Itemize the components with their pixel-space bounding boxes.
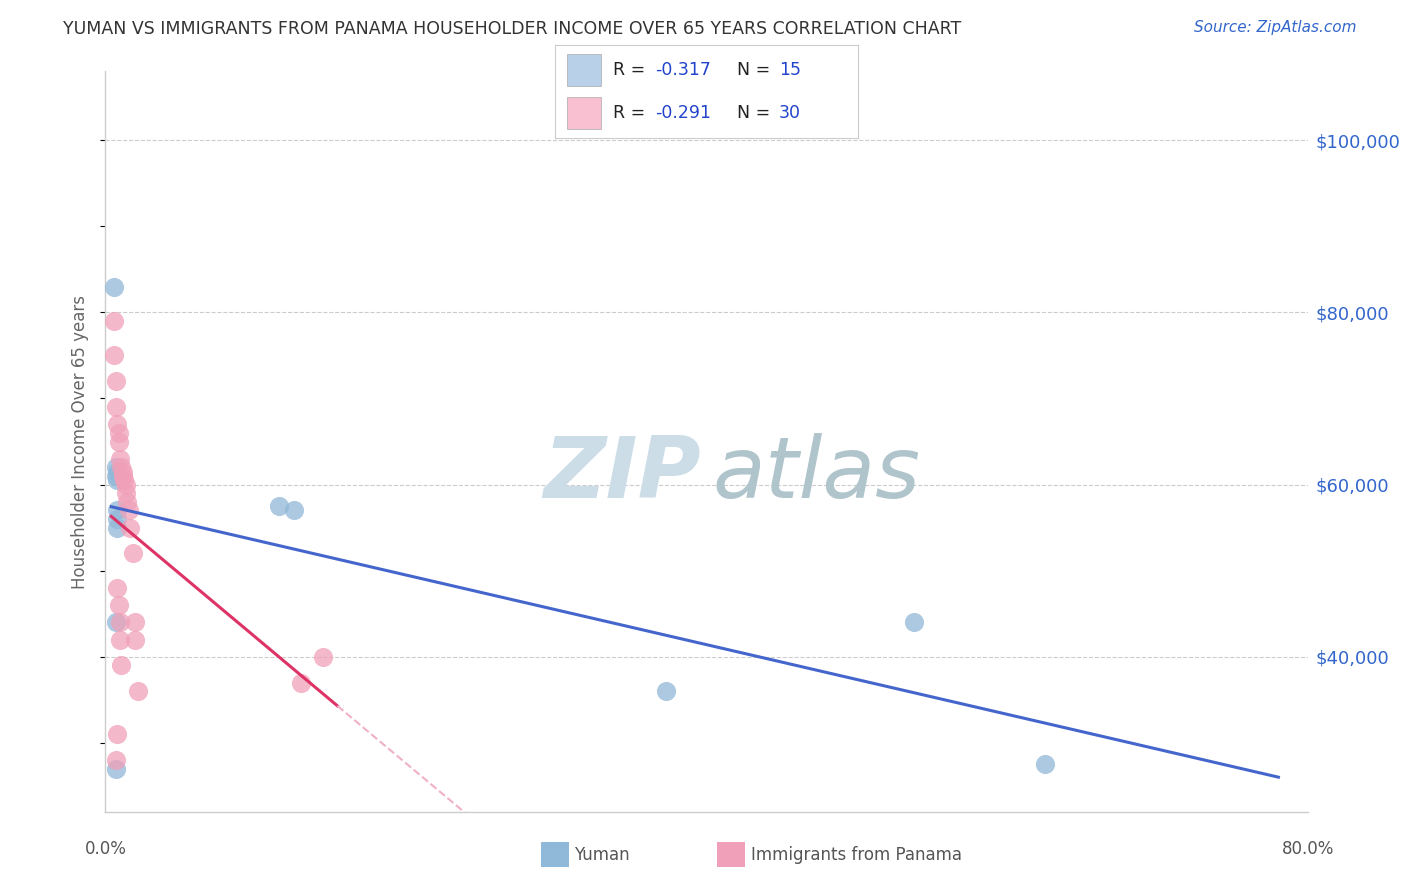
- Point: [104, 753, 127, 767]
- Point: [110, 658, 132, 673]
- Point: [1033, 757, 1056, 772]
- Point: [108, 632, 131, 647]
- Point: [105, 512, 128, 526]
- Y-axis label: Householder Income Over 65 years: Householder Income Over 65 years: [72, 294, 90, 589]
- Point: [104, 374, 127, 388]
- Point: [115, 486, 138, 500]
- Point: [104, 469, 127, 483]
- Point: [111, 469, 134, 483]
- Point: [127, 684, 149, 698]
- Text: N =: N =: [737, 104, 776, 122]
- Point: [104, 400, 127, 414]
- Point: [117, 495, 139, 509]
- Point: [105, 727, 128, 741]
- Point: [105, 581, 128, 595]
- Point: [120, 521, 142, 535]
- Point: [105, 417, 128, 432]
- Point: [104, 615, 127, 630]
- Text: Yuman: Yuman: [574, 846, 630, 863]
- Point: [104, 460, 127, 475]
- Point: [110, 460, 132, 475]
- Point: [104, 762, 127, 776]
- Point: [107, 434, 129, 449]
- Point: [903, 615, 925, 630]
- Text: Source: ZipAtlas.com: Source: ZipAtlas.com: [1194, 20, 1357, 35]
- Point: [107, 598, 129, 612]
- Text: 30: 30: [779, 104, 801, 122]
- Point: [111, 465, 134, 479]
- Point: [108, 451, 131, 466]
- Text: -0.291: -0.291: [655, 104, 711, 122]
- FancyBboxPatch shape: [568, 97, 600, 129]
- Point: [118, 503, 141, 517]
- Point: [103, 348, 125, 362]
- Point: [115, 477, 138, 491]
- Point: [290, 675, 312, 690]
- Point: [283, 503, 305, 517]
- Text: R =: R =: [613, 61, 651, 78]
- Point: [105, 473, 128, 487]
- Point: [103, 279, 125, 293]
- Text: 15: 15: [779, 61, 801, 78]
- Point: [267, 499, 290, 513]
- FancyBboxPatch shape: [568, 54, 600, 86]
- Text: ZIP: ZIP: [543, 434, 700, 516]
- Point: [108, 615, 131, 630]
- Text: N =: N =: [737, 61, 776, 78]
- Text: -0.317: -0.317: [655, 61, 711, 78]
- Text: R =: R =: [613, 104, 651, 122]
- Point: [103, 314, 125, 328]
- Point: [105, 465, 128, 479]
- Text: 0.0%: 0.0%: [84, 840, 127, 858]
- Text: Immigrants from Panama: Immigrants from Panama: [751, 846, 962, 863]
- Point: [654, 684, 676, 698]
- Text: atlas: atlas: [713, 434, 921, 516]
- Point: [105, 503, 128, 517]
- Point: [105, 521, 128, 535]
- Point: [124, 615, 146, 630]
- Point: [107, 425, 129, 440]
- Text: YUMAN VS IMMIGRANTS FROM PANAMA HOUSEHOLDER INCOME OVER 65 YEARS CORRELATION CHA: YUMAN VS IMMIGRANTS FROM PANAMA HOUSEHOL…: [63, 20, 962, 37]
- Point: [122, 546, 145, 560]
- Point: [124, 632, 146, 647]
- Point: [112, 473, 135, 487]
- Point: [312, 649, 335, 664]
- Text: 80.0%: 80.0%: [1281, 840, 1334, 858]
